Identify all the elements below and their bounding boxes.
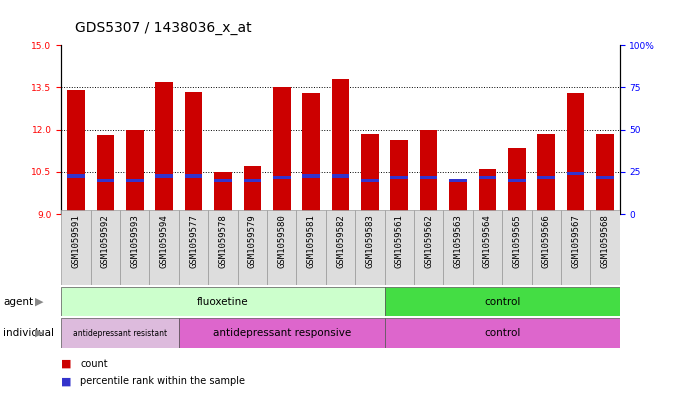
Text: percentile rank within the sample: percentile rank within the sample	[80, 376, 245, 386]
Bar	[97, 135, 114, 214]
Bar	[244, 166, 261, 214]
Bar	[355, 210, 385, 285]
Bar	[361, 134, 379, 214]
Bar	[420, 176, 437, 179]
Bar	[296, 210, 326, 285]
Bar	[155, 174, 173, 178]
Bar	[532, 210, 561, 285]
Text: GSM1059593: GSM1059593	[130, 214, 140, 268]
Text: GSM1059561: GSM1059561	[395, 214, 404, 268]
Bar	[385, 287, 620, 316]
Text: GSM1059568: GSM1059568	[601, 214, 609, 268]
Bar	[332, 79, 349, 214]
Bar	[126, 130, 144, 214]
Text: GSM1059592: GSM1059592	[101, 214, 110, 268]
Bar	[208, 210, 238, 285]
Bar	[185, 174, 202, 178]
Bar	[61, 210, 91, 285]
Bar	[267, 210, 296, 285]
Bar	[596, 134, 614, 214]
Text: fluoxetine: fluoxetine	[197, 297, 249, 307]
Bar	[390, 176, 408, 179]
Text: GSM1059562: GSM1059562	[424, 214, 433, 268]
Text: ▶: ▶	[35, 328, 44, 338]
Bar	[214, 178, 232, 182]
Text: agent: agent	[3, 297, 33, 307]
Text: GSM1059564: GSM1059564	[483, 214, 492, 268]
Text: count: count	[80, 358, 108, 369]
Bar	[508, 148, 526, 214]
Bar	[214, 172, 232, 214]
Bar	[567, 171, 584, 175]
Bar	[149, 210, 179, 285]
Text: GSM1059563: GSM1059563	[454, 214, 462, 268]
Bar	[302, 174, 320, 178]
Text: GDS5307 / 1438036_x_at: GDS5307 / 1438036_x_at	[75, 21, 251, 35]
Bar	[567, 93, 584, 214]
Text: ▶: ▶	[35, 297, 44, 307]
Text: GSM1059581: GSM1059581	[306, 214, 315, 268]
Text: GSM1059577: GSM1059577	[189, 214, 198, 268]
Bar	[596, 176, 614, 179]
Bar	[537, 176, 555, 179]
Bar	[273, 176, 291, 179]
Text: GSM1059579: GSM1059579	[248, 214, 257, 268]
Text: ■: ■	[61, 376, 72, 386]
Bar	[537, 134, 555, 214]
Bar	[502, 210, 532, 285]
Text: GSM1059578: GSM1059578	[219, 214, 227, 268]
Bar	[332, 174, 349, 178]
Bar	[302, 93, 320, 214]
Bar	[97, 178, 114, 182]
Text: antidepressant resistant: antidepressant resistant	[73, 329, 167, 338]
Text: GSM1059567: GSM1059567	[571, 214, 580, 268]
Text: ■: ■	[61, 358, 72, 369]
Bar	[126, 178, 144, 182]
Bar	[273, 88, 291, 214]
Bar	[185, 92, 202, 214]
Bar	[479, 169, 496, 214]
Text: GSM1059583: GSM1059583	[366, 214, 375, 268]
Bar	[155, 82, 173, 214]
Bar	[449, 178, 467, 182]
Bar	[179, 318, 385, 348]
Bar	[67, 174, 85, 178]
Bar	[420, 130, 437, 214]
Text: control: control	[484, 328, 520, 338]
Bar	[179, 210, 208, 285]
Bar	[508, 178, 526, 182]
Text: control: control	[484, 297, 520, 307]
Bar	[385, 318, 620, 348]
Bar	[479, 176, 496, 179]
Text: GSM1059591: GSM1059591	[72, 214, 80, 268]
Bar	[238, 210, 267, 285]
Text: GSM1059566: GSM1059566	[541, 214, 551, 268]
Bar	[443, 210, 473, 285]
Text: antidepressant responsive: antidepressant responsive	[212, 328, 351, 338]
Bar	[120, 210, 149, 285]
Text: individual: individual	[3, 328, 54, 338]
Bar	[590, 210, 620, 285]
Bar	[91, 210, 120, 285]
Bar	[385, 210, 414, 285]
Text: GSM1059594: GSM1059594	[159, 214, 169, 268]
Bar	[61, 287, 385, 316]
Bar	[449, 182, 467, 214]
Text: GSM1059580: GSM1059580	[277, 214, 286, 268]
Bar	[61, 318, 179, 348]
Text: GSM1059565: GSM1059565	[512, 214, 522, 268]
Bar	[473, 210, 502, 285]
Bar	[244, 178, 261, 182]
Text: GSM1059582: GSM1059582	[336, 214, 345, 268]
Bar	[561, 210, 590, 285]
Bar	[361, 178, 379, 182]
Bar	[67, 90, 85, 214]
Bar	[326, 210, 355, 285]
Bar	[390, 140, 408, 214]
Bar	[414, 210, 443, 285]
